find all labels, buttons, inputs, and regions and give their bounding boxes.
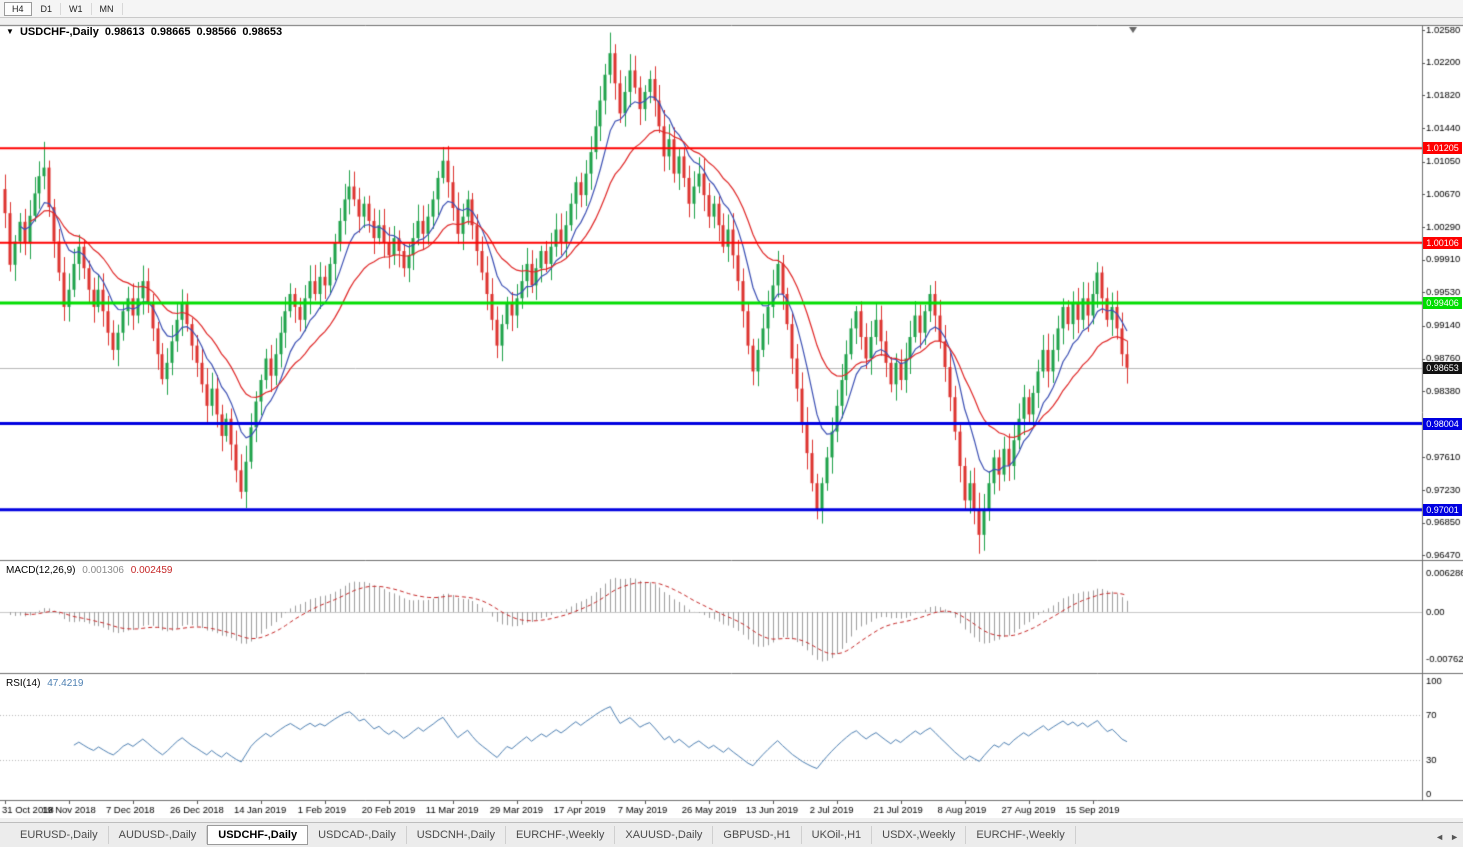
ohlc-high-value: 0.98665 [150,26,191,38]
rsi-indicator-title: RSI(14) 47.4219 [6,678,87,689]
price-chart-canvas[interactable] [0,18,1463,818]
macd-main-value: 0.001306 [82,565,124,576]
ohlc-low-value: 0.98566 [196,26,237,38]
chart-tab-usdchf-daily[interactable]: USDCHF-,Daily [207,825,309,845]
chart-tab-eurchf-weekly[interactable]: EURCHF-,Weekly [506,826,616,844]
chart-tab-usdcnh-daily[interactable]: USDCNH-,Daily [407,826,506,844]
chart-tab-usdx-weekly[interactable]: USDX-,Weekly [872,826,967,844]
chart-tabs-bar: EURUSD-,Daily AUDUSD-,Daily USDCHF-,Daily U… [0,822,1463,847]
current-price-tag: 0.98653 [1423,361,1462,374]
chart-tab-xauusd-daily[interactable]: XAUUSD-,Daily [615,826,714,844]
macd-signal-value: 0.002459 [130,565,173,576]
ohlc-close-value: 0.98653 [242,26,283,38]
rsi-value: 47.4219 [47,678,84,689]
ohlc-open-value: 0.98613 [104,26,145,38]
price-level-tag: 1.00106 [1423,236,1462,249]
price-level-tag: 0.99406 [1423,296,1462,309]
timeframe-toolbar: H4 D1 W1 MN [0,0,1463,18]
chart-tab-eurchf-weekly[interactable]: EURCHF-,Weekly [966,826,1076,844]
chart-tab-gbpusd-h1[interactable]: GBPUSD-,H1 [713,826,802,844]
rsi-name-label: RSI(14) [6,678,41,689]
timeframe-d1[interactable]: D1 [33,2,62,15]
timeframe-mn[interactable]: MN [92,2,123,15]
tabs-scroll-buttons: ◄ ► [1435,832,1459,842]
tabs-scroll-right-icon[interactable]: ► [1450,832,1459,842]
chart-tab-usdcad-daily[interactable]: USDCAD-,Daily [308,826,407,844]
chart-tab-ukoil-h1[interactable]: UKOil-,H1 [802,826,873,844]
price-level-tag: 0.97001 [1423,503,1462,516]
chart-title: ▼ USDCHF-,Daily 0.98613 0.98665 0.98566 … [6,26,285,38]
price-level-tag: 0.98004 [1423,417,1462,430]
macd-name-label: MACD(12,26,9) [6,565,76,576]
chart-tab-audusd-daily[interactable]: AUDUSD-,Daily [109,826,208,844]
timeframe-h4[interactable]: H4 [4,1,32,16]
price-level-tag: 1.01205 [1423,142,1462,155]
chart-menu-icon[interactable]: ▼ [6,27,14,36]
chart-tab-eurusd-daily[interactable]: EURUSD-,Daily [10,826,109,844]
tabs-scroll-left-icon[interactable]: ◄ [1435,832,1445,842]
chart-symbol-label: USDCHF-,Daily [19,26,99,38]
macd-indicator-title: MACD(12,26,9) 0.001306 0.002459 [6,565,176,576]
timeframe-w1[interactable]: W1 [61,2,92,15]
